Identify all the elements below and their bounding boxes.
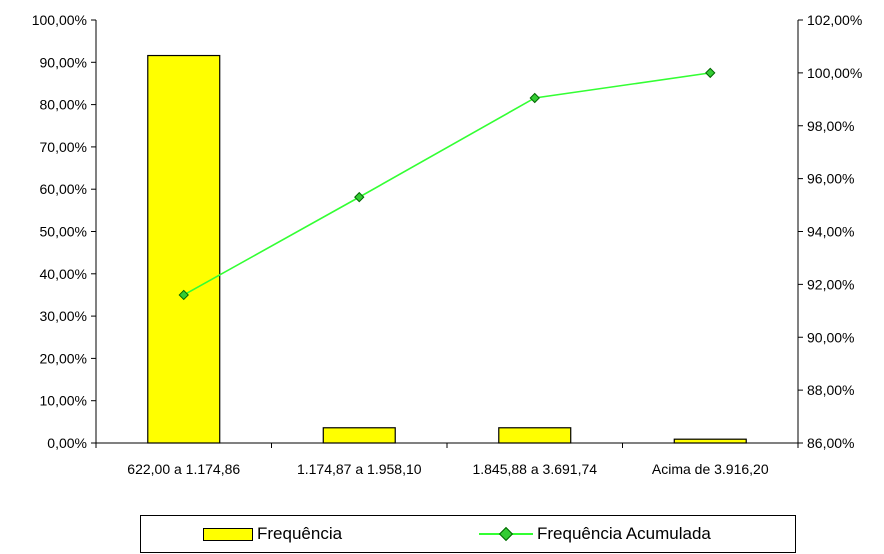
legend-label-frequencia-acumulada: Frequência Acumulada [537, 524, 711, 544]
bar [499, 428, 571, 443]
legend-line-swatch [479, 528, 533, 540]
series-line [184, 73, 711, 295]
x-axis-category-label: 1.174,87 a 1.958,10 [297, 461, 422, 477]
combo-chart: 0,00% 10,00% 20,00% 30,00% 40,00% 50,00% 60,00… [0, 0, 884, 510]
legend-item-frequencia: Frequência [203, 516, 342, 552]
x-axis-category-label: 1.845,88 a 3.691,74 [472, 461, 597, 477]
data-point-marker [530, 93, 539, 102]
right-axis-tick-label: 96,00% [807, 171, 854, 187]
right-axis-tick-label: 98,00% [807, 118, 854, 134]
left-axis-tick-label: 100,00% [32, 12, 87, 28]
x-axis-category-label: 622,00 a 1.174,86 [127, 461, 240, 477]
left-axis-tick-label: 80,00% [40, 97, 87, 113]
right-axis-tick-label: 90,00% [807, 329, 854, 345]
bar [148, 56, 220, 443]
right-axis-tick-label: 100,00% [807, 65, 862, 81]
data-point-marker [355, 193, 364, 202]
right-axis-tick-label: 88,00% [807, 382, 854, 398]
bar-series-frequencia [148, 56, 746, 443]
left-axis-tick-label: 30,00% [40, 308, 87, 324]
left-axis-tick-label: 70,00% [40, 139, 87, 155]
legend-label-frequencia: Frequência [257, 524, 342, 544]
bar [323, 428, 395, 443]
bar [674, 439, 746, 443]
left-axis-tick-label: 20,00% [40, 350, 87, 366]
right-axis-tick-label: 92,00% [807, 276, 854, 292]
right-axis-tick-label: 86,00% [807, 435, 854, 451]
data-point-marker [706, 68, 715, 77]
left-axis-tick-label: 50,00% [40, 224, 87, 240]
left-axis-tick-label: 10,00% [40, 393, 87, 409]
line-series-frequencia-acumulada [179, 68, 715, 299]
left-axis-tick-label: 60,00% [40, 181, 87, 197]
right-axis-tick-label: 94,00% [807, 224, 854, 240]
left-axis-tick-label: 0,00% [47, 435, 87, 451]
legend-item-frequencia-acumulada: Frequência Acumulada [479, 516, 711, 552]
left-axis-tick-label: 40,00% [40, 266, 87, 282]
x-axis-category-label: Acima de 3.916,20 [652, 461, 769, 477]
legend-bar-swatch [203, 528, 253, 541]
left-axis-tick-label: 90,00% [40, 54, 87, 70]
right-axis-tick-label: 102,00% [807, 12, 862, 28]
chart-legend: Frequência Frequência Acumulada [140, 515, 796, 553]
